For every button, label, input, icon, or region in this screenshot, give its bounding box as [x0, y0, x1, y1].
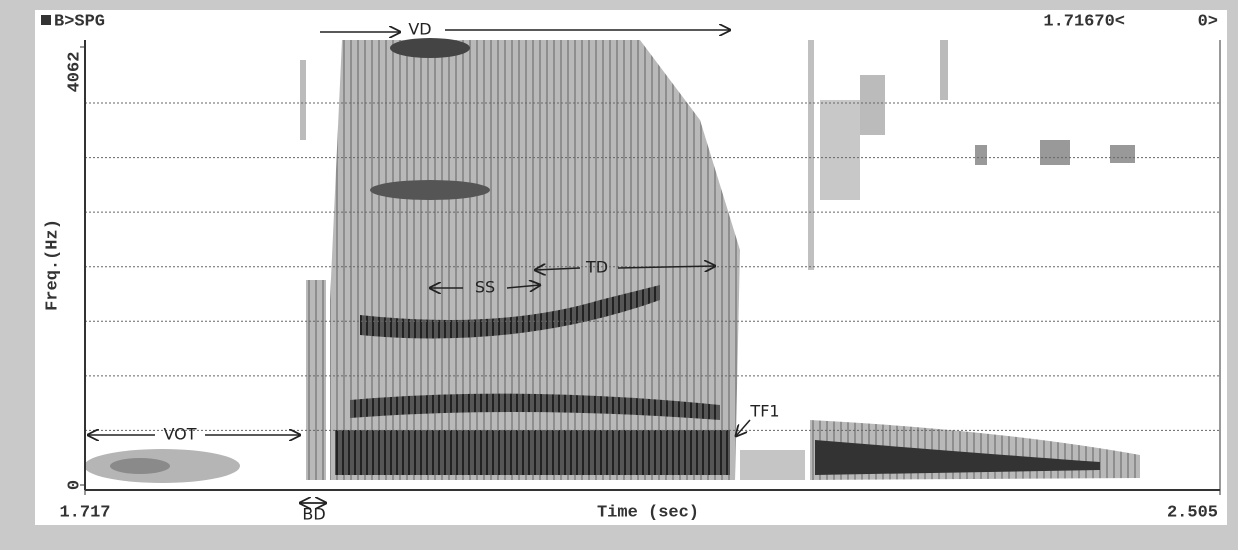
annotation-arrow — [506, 285, 540, 288]
annotation: TF1 — [749, 402, 779, 421]
annotation-arrow — [736, 419, 751, 436]
annotation-arrow — [535, 268, 581, 270]
x-tick-label: 1.717 — [59, 503, 110, 522]
x-axis-label: Time (sec) — [597, 503, 699, 522]
grid — [85, 102, 1220, 431]
y-tick-label: 4062 — [65, 52, 84, 93]
annotation: VD — [408, 20, 431, 39]
x-tick-label: 2.505 — [1167, 503, 1218, 522]
cursor-time: 1.71670< — [1043, 12, 1125, 31]
annotation-arrow — [617, 266, 715, 268]
annotation: SS — [475, 278, 495, 297]
annotation: VOT — [163, 425, 196, 444]
y-tick-label: 0 — [65, 480, 84, 490]
cursor-channel: 0> — [1198, 12, 1218, 31]
chart-title: B>SPG — [54, 12, 105, 31]
spectrogram-image — [84, 38, 1140, 483]
window-icon — [41, 15, 51, 25]
y-axis-label: Freq.(Hz) — [43, 219, 62, 311]
annotation: BD — [302, 505, 325, 524]
annotation: TD — [585, 258, 608, 277]
